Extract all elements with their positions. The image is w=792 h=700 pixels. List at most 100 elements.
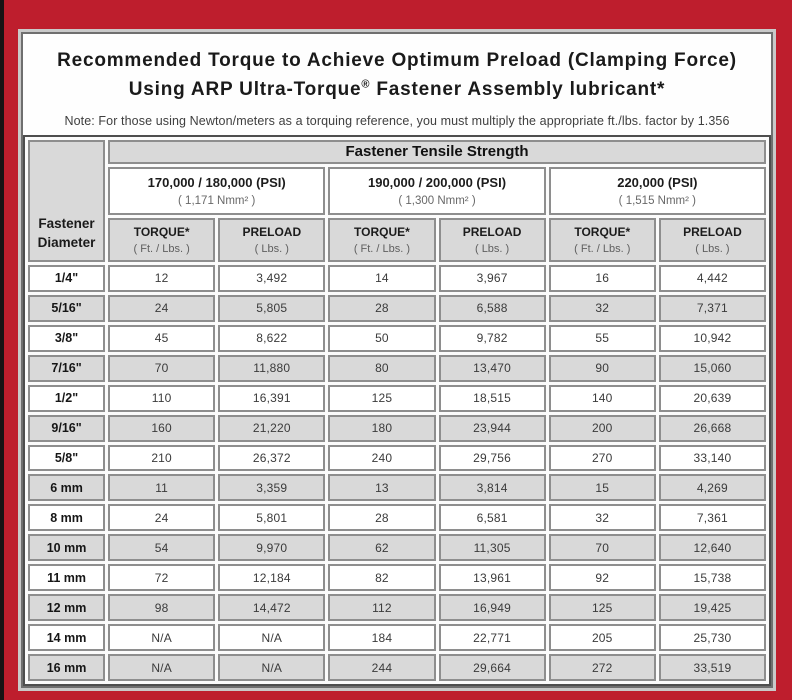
preload-value-cell: 33,140 [658, 444, 766, 472]
column-unit: ( Lbs. ) [474, 242, 510, 255]
torque-spec-table: Fastener Diameter Fastener Tensile Stren… [23, 134, 771, 686]
fastener-diameter-cell: 10 mm [28, 534, 106, 562]
psi-rating-label: 170,000 / 180,000 (PSI) [147, 174, 286, 190]
table-row: 1/2" 110 16,391 125 18,515 140 20,639 [28, 384, 766, 412]
torque-value-cell: 125 [548, 594, 656, 622]
preload-value-cell: 16,391 [218, 384, 326, 412]
psi-group-row: 170,000 / 180,000 (PSI) ( 1,171 Nmm² ) 1… [28, 166, 766, 215]
fastener-diameter-cell: 6 mm [28, 474, 106, 502]
column-label: TORQUE* [574, 224, 631, 239]
column-label: TORQUE* [133, 224, 190, 239]
corner-header-fastener-diameter: Fastener Diameter [28, 139, 106, 262]
fastener-diameter-cell: 9/16" [28, 414, 106, 442]
preload-value-cell: 6,588 [438, 294, 546, 322]
preload-column-header: PRELOAD ( Lbs. ) [658, 217, 766, 262]
torque-value-cell: 205 [548, 624, 656, 652]
page-title: Recommended Torque to Achieve Optimum Pr… [29, 46, 765, 105]
fastener-diameter-cell: 5/16" [28, 294, 106, 322]
column-unit: ( Lbs. ) [695, 242, 730, 255]
psi-rating-label: 220,000 (PSI) [617, 174, 698, 190]
preload-value-cell: 22,771 [438, 624, 546, 652]
table-row: 6 mm 11 3,359 13 3,814 15 4,269 [28, 474, 766, 502]
left-edge-strip [0, 0, 4, 700]
title-line-2: Using ARP Ultra-Torque® Fastener Assembl… [129, 79, 665, 100]
torque-value-cell: 210 [108, 444, 216, 472]
tensile-strength-header: Fastener Tensile Strength [108, 139, 766, 164]
column-header-row: TORQUE* ( Ft. / Lbs. ) PRELOAD ( Lbs. ) … [28, 217, 766, 262]
title-line2-post: Fastener Assembly lubricant* [370, 79, 666, 101]
preload-value-cell: 3,359 [218, 474, 326, 502]
psi-group-220: 220,000 (PSI) ( 1,515 Nmm² ) [548, 166, 766, 215]
torque-column-header: TORQUE* ( Ft. / Lbs. ) [108, 217, 216, 262]
torque-value-cell: 28 [328, 294, 436, 322]
preload-value-cell: 25,730 [658, 624, 766, 652]
preload-value-cell: 5,801 [218, 504, 326, 532]
preload-value-cell: 15,738 [658, 564, 766, 592]
preload-value-cell: 19,425 [658, 594, 766, 622]
fastener-diameter-cell: 1/4" [28, 264, 106, 292]
torque-value-cell: 15 [548, 474, 656, 502]
preload-value-cell: 3,967 [438, 264, 546, 292]
column-unit: ( Ft. / Lbs. ) [574, 242, 631, 255]
torque-value-cell: 13 [328, 474, 436, 502]
preload-value-cell: 23,944 [438, 414, 546, 442]
torque-value-cell: 92 [548, 564, 656, 592]
preload-value-cell: 26,668 [658, 414, 766, 442]
preload-value-cell: 29,756 [438, 444, 546, 472]
preload-value-cell: 26,372 [218, 444, 326, 472]
torque-value-cell: 32 [548, 294, 656, 322]
table-row: 5/8" 210 26,372 240 29,756 270 33,140 [28, 444, 766, 472]
torque-value-cell: 98 [108, 594, 216, 622]
conversion-note: Note: For those using Newton/meters as a… [64, 113, 730, 128]
torque-value-cell: 12 [108, 264, 216, 292]
preload-value-cell: 14,472 [218, 594, 326, 622]
preload-value-cell: N/A [218, 624, 326, 652]
title-line-1: Recommended Torque to Achieve Optimum Pr… [57, 50, 737, 71]
fastener-diameter-cell: 11 mm [28, 564, 106, 592]
preload-value-cell: 7,361 [658, 504, 766, 532]
preload-value-cell: 29,664 [438, 654, 546, 681]
fastener-diameter-cell: 14 mm [28, 624, 106, 652]
torque-value-cell: 24 [108, 294, 216, 322]
table-row: 11 mm 72 12,184 82 13,961 92 15,738 [28, 564, 766, 592]
preload-value-cell: 9,782 [438, 324, 546, 352]
torque-value-cell: 32 [548, 504, 656, 532]
preload-column-header: PRELOAD ( Lbs. ) [218, 217, 326, 262]
preload-value-cell: 4,269 [658, 474, 766, 502]
table-header: Fastener Diameter Fastener Tensile Stren… [28, 139, 766, 262]
preload-value-cell: 7,371 [658, 294, 766, 322]
psi-group-190-200: 190,000 / 200,000 (PSI) ( 1,300 Nmm² ) [328, 166, 546, 215]
fastener-diameter-cell: 8 mm [28, 504, 106, 532]
torque-column-header: TORQUE* ( Ft. / Lbs. ) [328, 217, 436, 262]
preload-value-cell: 6,581 [438, 504, 546, 532]
table-row: 3/8" 45 8,622 50 9,782 55 10,942 [28, 324, 766, 352]
column-label: TORQUE* [354, 224, 410, 239]
torque-value-cell: N/A [108, 624, 216, 652]
table-row: 16 mm N/A N/A 244 29,664 272 33,519 [28, 654, 766, 681]
torque-value-cell: 11 [108, 474, 216, 502]
torque-value-cell: 140 [548, 384, 656, 412]
torque-value-cell: 45 [108, 324, 216, 352]
column-label: PRELOAD [683, 224, 742, 239]
preload-value-cell: 11,880 [218, 354, 326, 382]
torque-value-cell: 244 [328, 654, 436, 681]
preload-value-cell: 12,640 [658, 534, 766, 562]
table-row: 10 mm 54 9,970 62 11,305 70 12,640 [28, 534, 766, 562]
torque-value-cell: 72 [108, 564, 216, 592]
preload-value-cell: 16,949 [438, 594, 546, 622]
preload-value-cell: N/A [218, 654, 326, 681]
nmm-rating-label: ( 1,300 Nmm² ) [398, 194, 476, 207]
table-row: 8 mm 24 5,801 28 6,581 32 7,361 [28, 504, 766, 532]
table-row: 1/4" 12 3,492 14 3,967 16 4,442 [28, 264, 766, 292]
torque-value-cell: 240 [328, 444, 436, 472]
preload-value-cell: 5,805 [218, 294, 326, 322]
torque-value-cell: 14 [328, 264, 436, 292]
title-line2-pre: Using ARP Ultra-Torque [128, 79, 362, 101]
torque-value-cell: 110 [108, 384, 216, 412]
preload-value-cell: 11,305 [438, 534, 546, 562]
table-row: 5/16" 24 5,805 28 6,588 32 7,371 [28, 294, 766, 322]
torque-value-cell: 70 [108, 354, 216, 382]
preload-value-cell: 3,814 [438, 474, 546, 502]
torque-value-cell: 24 [108, 504, 216, 532]
torque-value-cell: 70 [548, 534, 656, 562]
